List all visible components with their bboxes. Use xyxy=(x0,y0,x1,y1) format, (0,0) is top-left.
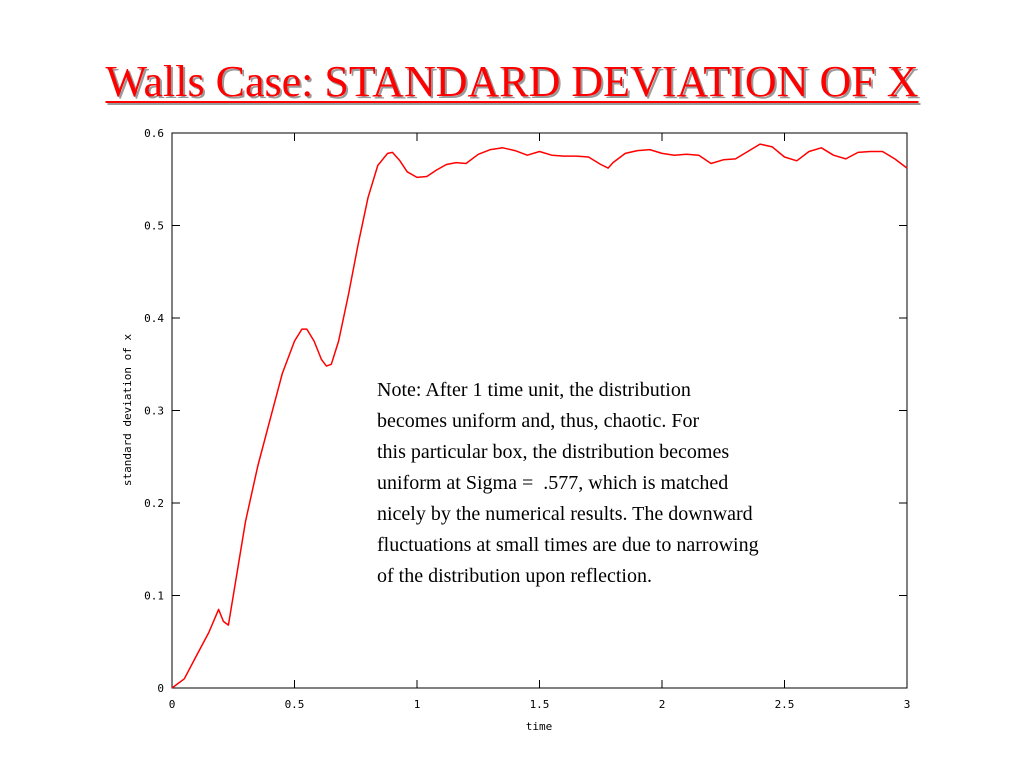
x-tick-label: 3 xyxy=(904,698,911,711)
x-tick-label: 1.5 xyxy=(530,698,550,711)
slide-title: Walls Case: STANDARD DEVIATION OF X xyxy=(105,57,919,106)
note-line: Note: After 1 time unit, the distributio… xyxy=(377,379,691,401)
y-tick-label: 0.4 xyxy=(144,312,164,325)
y-tick-label: 0.5 xyxy=(144,220,164,233)
note-line: uniform at Sigma = .577, which is matche… xyxy=(377,472,729,494)
y-axis-label: standard deviation of x xyxy=(121,333,134,486)
y-tick-label: 0.6 xyxy=(144,127,164,140)
note-text: Note: After 1 time unit, the distributio… xyxy=(377,375,877,592)
x-tick-label: 2.5 xyxy=(775,698,795,711)
note-line: fluctuations at small times are due to n… xyxy=(377,534,759,556)
std-dev-series-line xyxy=(171,143,908,689)
note-line: becomes uniform and, thus, chaotic. For xyxy=(377,410,700,432)
x-tick-label: 2 xyxy=(659,698,666,711)
x-tick-label: 1 xyxy=(414,698,421,711)
x-axis-label: time xyxy=(526,720,553,733)
y-tick-label: 0 xyxy=(157,682,164,695)
note-line: of the distribution upon reflection. xyxy=(377,565,652,587)
x-tick-label: 0.5 xyxy=(285,698,305,711)
x-tick-label: 0 xyxy=(169,698,176,711)
y-tick-label: 0.2 xyxy=(144,497,164,510)
y-tick-group: 0 0.1 0.2 0.3 0.4 0.5 0.6 xyxy=(144,127,907,695)
note-line: nicely by the numerical results. The dow… xyxy=(377,503,753,525)
y-tick-label: 0.3 xyxy=(144,405,164,418)
note-line: this particular box, the distribution be… xyxy=(377,441,730,463)
y-tick-label: 0.1 xyxy=(144,590,164,603)
x-tick-group: 0 0.5 1 1.5 2 2.5 3 xyxy=(169,133,911,711)
